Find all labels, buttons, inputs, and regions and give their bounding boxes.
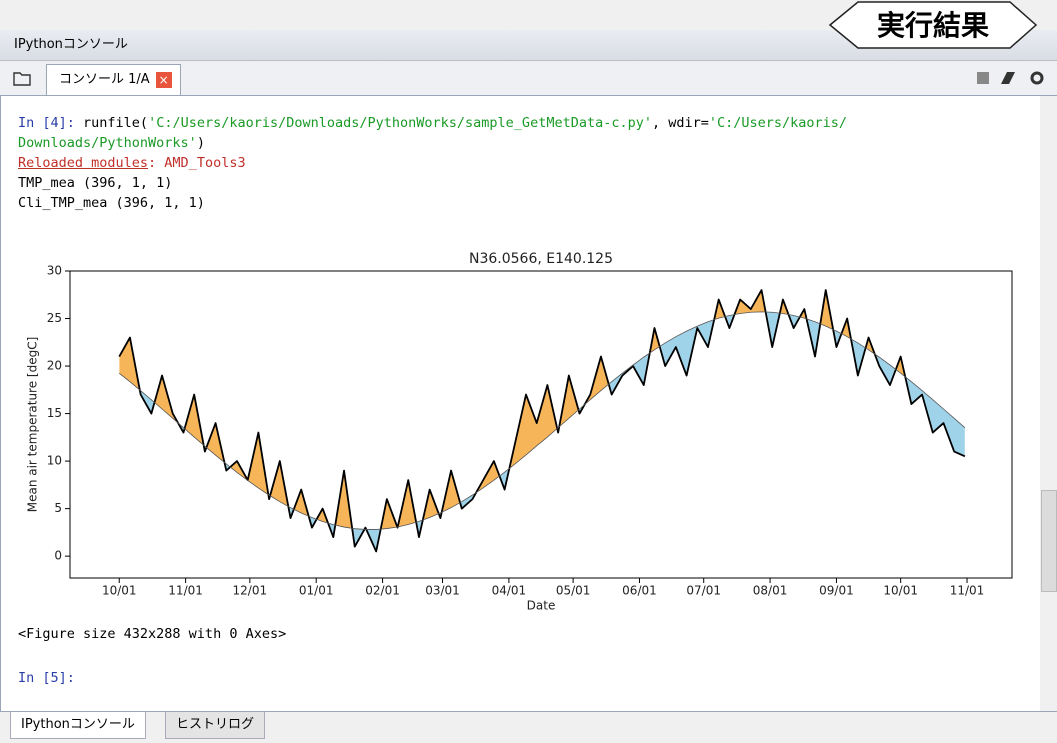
bottom-tab[interactable]: ヒストリログ [165,712,266,739]
console-line: <Figure size 432x288 with 0 Axes> [18,626,287,642]
callout: 実行結果 [828,1,1038,49]
window-title: IPythonコンソール [14,37,128,52]
new-console-icon[interactable] [12,69,32,87]
code: ) [196,135,205,151]
string: 'C:/Users/kaoris/ [708,115,848,131]
string: 'C:/Users/kaoris/Downloads/PythonWorks/s… [148,115,652,131]
callout-text: 実行結果 [877,9,989,42]
reloaded-modules: : AMD_Tools3 [148,155,246,171]
console-tab[interactable]: コンソール 1/A × [46,64,181,95]
bottom-bar [0,711,1057,743]
bottom-tab[interactable]: IPythonコンソール [10,712,146,739]
tab-label: コンソール 1/A [59,72,150,87]
console-line: Cli_TMP_mea (396, 1, 1) [18,195,205,211]
close-tab[interactable]: × [155,71,172,88]
code: , wdir= [651,115,709,131]
console-line: TMP_mea (396, 1, 1) [18,175,173,191]
reloaded-label: Reloaded modules [18,155,149,171]
console-line: In [4]: runfile('C:/Users/kaoris/Downloa… [18,115,847,131]
console-line: Downloads/PythonWorks') [18,135,205,151]
prompt: In [4]: [18,115,75,131]
scroll-thumb[interactable] [1041,490,1057,592]
code: runfile( [74,115,149,131]
prompt: In [5]: [18,670,75,686]
toolbar-icons[interactable] [975,69,1050,87]
scrollbar[interactable] [1040,96,1057,711]
string: Downloads/PythonWorks' [18,135,197,151]
console-line: Reloaded modules: AMD_Tools3 [18,155,246,171]
